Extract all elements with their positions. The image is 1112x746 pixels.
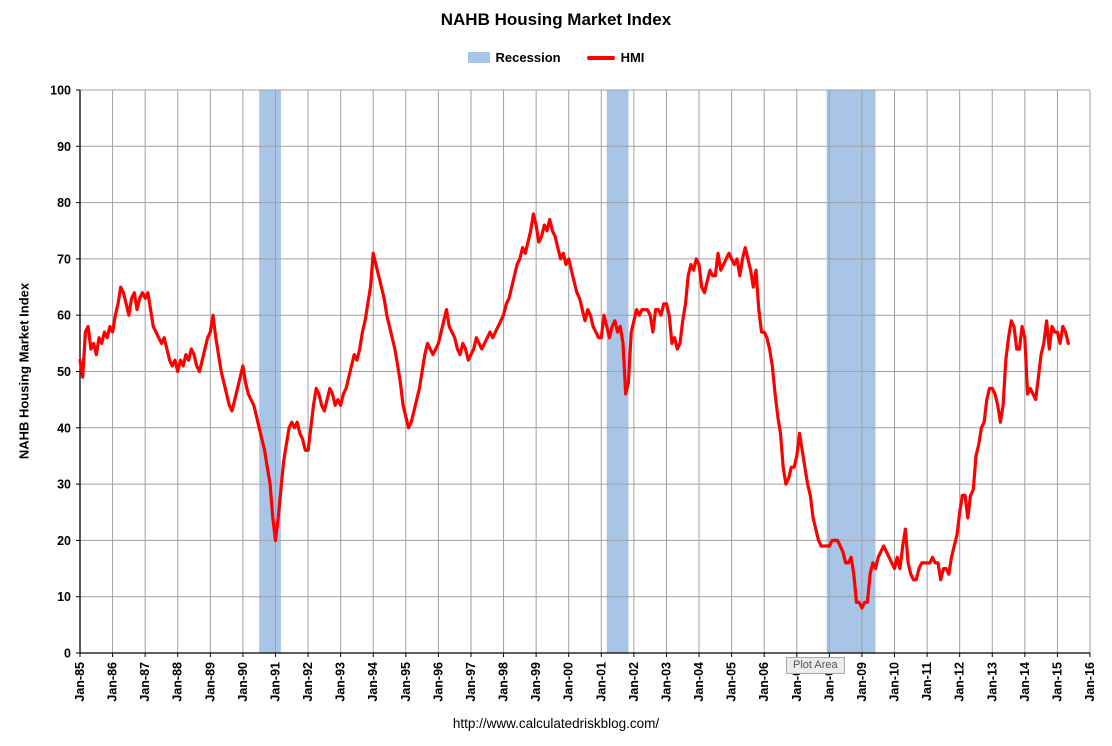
y-tick-label: 70 bbox=[57, 252, 71, 266]
x-tick-label: Jan-04 bbox=[692, 662, 706, 702]
y-tick-label: 100 bbox=[50, 84, 71, 98]
x-tick-label: Jan-10 bbox=[888, 662, 902, 702]
legend-item-hmi: HMI bbox=[586, 50, 645, 65]
x-tick-label: Jan-06 bbox=[757, 662, 771, 702]
y-tick-label: 80 bbox=[57, 196, 71, 210]
x-tick-label: Jan-88 bbox=[171, 662, 185, 702]
x-tick-label: Jan-89 bbox=[203, 662, 217, 702]
x-tick-label: Jan-96 bbox=[431, 662, 445, 702]
y-tick-label: 30 bbox=[57, 478, 71, 492]
x-tick-label: Jan-95 bbox=[399, 662, 413, 702]
legend: Recession HMI bbox=[0, 50, 1112, 65]
source-url: http://www.calculatedriskblog.com/ bbox=[452, 716, 660, 731]
y-tick-label: 50 bbox=[57, 365, 71, 379]
x-tick-label: Jan-11 bbox=[920, 662, 934, 701]
y-tick-label: 10 bbox=[57, 590, 71, 604]
y-tick-label: 60 bbox=[57, 309, 71, 323]
hmi-line-swatch bbox=[586, 55, 615, 60]
x-tick-label: Jan-99 bbox=[529, 662, 543, 702]
x-tick-label: Jan-14 bbox=[1018, 662, 1032, 702]
x-tick-label: Jan-02 bbox=[627, 662, 641, 702]
x-tick-label: Jan-85 bbox=[73, 662, 87, 702]
x-tick-label: Jan-00 bbox=[562, 662, 576, 702]
plot-area[interactable]: 0 10 20 30 40 50 60 70 80 90 100 Jan-85 Jan-86 Jan-87… bbox=[0, 80, 1112, 712]
x-tick-label: Jan-91 bbox=[268, 662, 282, 702]
x-tick-label: Jan-09 bbox=[855, 662, 869, 702]
x-tick-label: Jan-86 bbox=[106, 662, 120, 702]
x-tick-label: Jan-92 bbox=[301, 662, 315, 702]
x-tick-label: Jan-03 bbox=[659, 662, 673, 702]
x-tick-label: Jan-13 bbox=[985, 662, 999, 702]
x-tick-label: Jan-93 bbox=[334, 662, 348, 702]
legend-label-recession: Recession bbox=[495, 50, 561, 65]
y-tick-label: 40 bbox=[57, 421, 71, 435]
legend-label-hmi: HMI bbox=[620, 50, 645, 65]
x-tick-label: Jan-05 bbox=[725, 662, 739, 702]
legend-item-recession: Recession bbox=[467, 50, 561, 65]
x-tick-label: Jan-90 bbox=[236, 662, 250, 702]
plot-area-tooltip: Plot Area bbox=[786, 657, 845, 674]
recession-swatch bbox=[467, 52, 490, 63]
x-tick-label: Jan-97 bbox=[464, 662, 478, 702]
x-tick-label: Jan-87 bbox=[138, 662, 152, 702]
x-tick-label: Jan-15 bbox=[1050, 662, 1064, 702]
y-tick-label: 20 bbox=[57, 534, 71, 548]
y-tick-label: 90 bbox=[57, 140, 71, 154]
x-tick-label: Jan-16 bbox=[1083, 662, 1097, 702]
x-tick-label: Jan-98 bbox=[497, 662, 511, 702]
x-tick-label: Jan-94 bbox=[366, 662, 380, 702]
y-tick-label: 0 bbox=[64, 647, 71, 661]
chart-title: NAHB Housing Market Index bbox=[440, 10, 672, 29]
x-tick-label: Jan-12 bbox=[953, 662, 967, 702]
x-tick-label: Jan-01 bbox=[594, 662, 608, 702]
hmi-line bbox=[78, 212, 1070, 610]
